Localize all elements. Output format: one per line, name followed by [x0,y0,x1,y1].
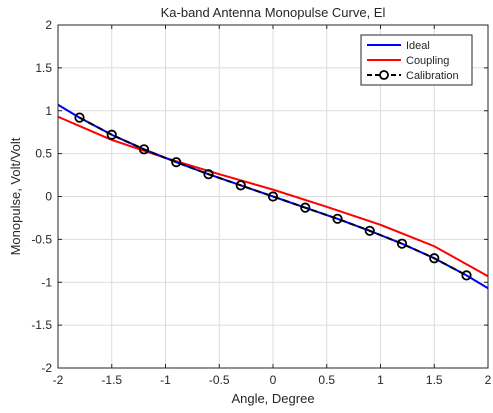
y-tick-label: -0.5 [31,232,52,246]
x-axis-label: Angle, Degree [231,391,314,406]
x-tick-label: 2 [485,373,492,387]
legend: Ideal Coupling Calibration [360,34,473,86]
series-line-calibration [79,116,467,277]
series-point-calibration [364,225,375,236]
series-point-calibration [203,169,214,180]
x-tick-label: 1.5 [426,373,443,387]
series-point-calibration [300,202,311,213]
y-tick-label: -1 [41,275,52,289]
legend-label-calibration: Calibration [406,70,459,82]
y-tick-label: 0.5 [35,147,52,161]
series-point-calibration [171,157,182,168]
x-tick-label: -1.5 [101,373,122,387]
series-point-calibration [235,180,246,191]
x-tick-label: -0.5 [209,373,230,387]
series-point-calibration [396,238,408,249]
x-tick-label: 0.5 [318,373,335,387]
axis-ticks: -2 -1.5 -1 -0.5 0 0.5 1 1.5 2 -2 -1.5 -1 -0.5 0 0.5 1 1.… [31,18,491,387]
legend-label-ideal: Ideal [406,40,430,52]
series-point-calibration [267,191,279,202]
y-tick-label: 1 [45,104,52,118]
series-point-calibration [106,129,117,140]
series-point-calibration [332,213,343,224]
y-tick-label: -1.5 [31,318,52,332]
series-point-calibration [461,270,472,281]
y-tick-label: 2 [45,18,52,32]
x-tick-label: 1 [377,373,384,387]
x-tick-label: 0 [270,373,277,387]
y-tick-label: 1.5 [35,61,52,75]
y-axis-label: Monopulse, Volt/Volt [8,137,23,255]
series-layer [57,103,489,290]
x-tick-label: -1 [160,373,171,387]
series-point-calibration [138,144,150,155]
series-point-calibration [74,112,85,123]
series-line-coupling [57,115,489,278]
y-tick-label: -2 [41,361,52,375]
x-tick-label: -2 [53,373,64,387]
series-point-calibration [429,253,440,264]
y-tick-label: 0 [45,190,52,204]
legend-label-coupling: Coupling [406,55,449,67]
chart-title: Ka-band Antenna Monopulse Curve, El [161,5,386,20]
legend-marker-calibration [379,70,389,80]
